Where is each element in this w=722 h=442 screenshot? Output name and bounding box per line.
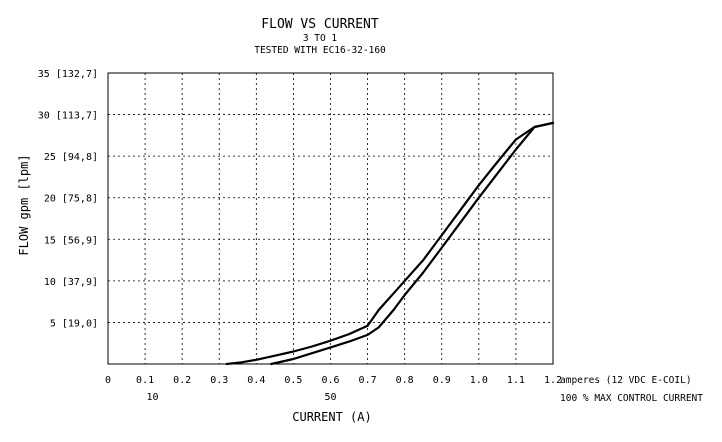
- x-tick-label-8: 0.8: [396, 375, 414, 386]
- series-layer: [225, 121, 555, 366]
- x-tick-label-4: 0.4: [247, 375, 265, 386]
- grid-layer: [108, 73, 553, 364]
- x-tick-label-1: 0.1: [136, 375, 154, 386]
- x-tick-label-12: 1.2: [544, 375, 562, 386]
- y-tick-label-0: 5 [19,0]: [50, 318, 98, 329]
- y-tick-label-4: 25 [94,8]: [44, 152, 98, 163]
- x-axis-title: CURRENT (A): [292, 410, 371, 424]
- x-tick-label-11: 1.1: [507, 375, 525, 386]
- y-tick-label-6: 35 [132,7]: [38, 69, 98, 80]
- x-tick-label-3: 0.3: [210, 375, 228, 386]
- x-tick-label-2: 0.2: [173, 375, 191, 386]
- chart-title: FLOW VS CURRENT: [261, 17, 379, 32]
- plot-frame: [107, 72, 554, 365]
- x-tick-label-9: 0.9: [433, 375, 451, 386]
- x-tick-label-10: 1.0: [470, 375, 488, 386]
- x-tick-label-5: 0.5: [284, 375, 302, 386]
- y-axis-title: FLOW gpm [lpm]: [17, 154, 31, 255]
- chart-subtitle-ratio: 3 TO 1: [303, 33, 338, 44]
- percent-note: 100 % MAX CONTROL CURRENT: [560, 393, 703, 404]
- x-tick-labels: 0 0.1 0.2 0.3 0.4 0.5 0.6 0.7 0.8 0.9 1.0 1.1 1.2: [105, 375, 562, 386]
- x-tick-label-6: 0.6: [321, 375, 339, 386]
- flow-curve-1: [225, 121, 555, 366]
- y-tick-label-3: 20 [75,8]: [44, 194, 98, 205]
- y-tick-labels: 5 [19,0] 10 [37,9] 15 [56,9] 20 [75,8] 25 [9…: [38, 69, 98, 329]
- percent-tick-label-0: 10: [146, 392, 158, 403]
- percent-tick-label-1: 50: [324, 392, 336, 403]
- y-tick-label-5: 30 [113,7]: [38, 111, 98, 122]
- x-unit-note: amperes (12 VDC E-COIL): [560, 375, 692, 386]
- y-tick-label-2: 15 [56,9]: [44, 235, 98, 246]
- x-tick-label-0: 0: [105, 375, 111, 386]
- chart-subtitle-tested-with: TESTED WITH EC16-32-160: [254, 45, 386, 56]
- flow-curve-2: [270, 121, 555, 366]
- y-tick-label-1: 10 [37,9]: [44, 277, 98, 288]
- x-tick-label-7: 0.7: [359, 375, 377, 386]
- percent-tick-labels: 10 50: [146, 392, 336, 403]
